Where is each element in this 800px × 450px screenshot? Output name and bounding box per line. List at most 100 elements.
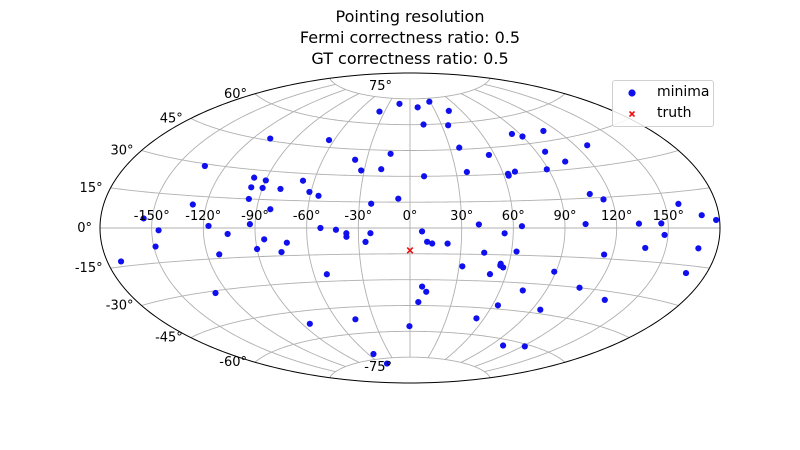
parallel-line xyxy=(190,305,630,339)
minima-point xyxy=(473,315,480,322)
minima-point xyxy=(387,150,394,157)
minima-point xyxy=(267,135,274,142)
minima-point xyxy=(658,220,665,227)
minima-point xyxy=(429,240,436,247)
graticule xyxy=(100,78,720,378)
chart-title-line-2: Fermi correctness ratio: 0.5 xyxy=(299,28,521,47)
minima-point xyxy=(695,245,702,252)
minima-point xyxy=(508,130,516,138)
minima-point xyxy=(315,192,322,199)
minima-point xyxy=(117,258,125,265)
minima-point xyxy=(635,220,643,227)
y-tick-label: -45° xyxy=(155,331,183,346)
minima-point xyxy=(600,196,607,203)
minima-point xyxy=(362,238,369,245)
minima-point xyxy=(456,144,463,151)
tick-labels: -150° -120° -90° -60° -30° 0° 30° 60° 90° 120° 150… xyxy=(75,79,684,375)
x-tick-label: -150° xyxy=(134,209,170,224)
minima-point xyxy=(415,298,422,306)
minima-point xyxy=(562,158,569,165)
y-tick-label: -15° xyxy=(75,261,103,276)
minima-point xyxy=(248,184,255,191)
minima-point xyxy=(201,162,208,170)
legend-item-minima: minima xyxy=(613,83,713,103)
map-boundary xyxy=(99,72,721,384)
legend-truth-marker xyxy=(628,110,636,118)
minima-point xyxy=(661,231,668,239)
minima-point xyxy=(358,167,365,174)
minima-point xyxy=(224,230,231,238)
legend-item-truth: truth xyxy=(613,104,713,124)
minima-point xyxy=(414,104,421,111)
parallel-line xyxy=(141,150,679,177)
parallel-line xyxy=(329,78,491,100)
minima-point xyxy=(424,238,431,245)
minima-point xyxy=(420,121,427,128)
minima-point xyxy=(376,108,383,115)
minima-point xyxy=(283,239,290,246)
legend-label-minima: minima xyxy=(657,84,710,100)
minima-point xyxy=(212,289,219,297)
minima-point xyxy=(445,107,452,114)
minima-point xyxy=(501,230,508,237)
minima-point xyxy=(352,316,359,323)
y-tick-label: 15° xyxy=(80,181,103,196)
map-frame xyxy=(99,72,721,384)
minima-point xyxy=(582,220,589,228)
parallel-line xyxy=(329,356,491,378)
minima-point xyxy=(698,212,705,219)
minima-point xyxy=(511,168,519,175)
minima-point xyxy=(463,168,470,176)
minima-point xyxy=(642,244,649,252)
minima-point xyxy=(262,177,269,184)
minima-point xyxy=(325,137,333,144)
minima-point xyxy=(542,148,549,155)
minima-point xyxy=(426,98,433,105)
minima-point xyxy=(419,283,426,290)
minima-point xyxy=(551,268,558,275)
y-tick-label: 0° xyxy=(77,221,92,236)
minima-point xyxy=(383,360,391,367)
minima-point xyxy=(420,173,428,180)
y-tick-label: 45° xyxy=(160,111,183,126)
minima-point xyxy=(332,226,340,233)
minima-point xyxy=(299,177,307,184)
minima-point xyxy=(368,200,375,207)
x-tick-label: 120° xyxy=(601,209,632,224)
minima-point xyxy=(306,320,313,327)
minima-point xyxy=(584,142,591,149)
minima-point xyxy=(370,350,377,358)
minima-point xyxy=(317,224,324,232)
minima-point xyxy=(245,195,252,203)
parallel-line xyxy=(141,279,679,306)
minima-point xyxy=(485,151,493,159)
minima-point xyxy=(418,228,426,235)
y-tick-label: -75° xyxy=(364,360,392,375)
x-tick-label: -120° xyxy=(185,209,221,224)
minima-point xyxy=(537,306,544,313)
y-tick-label: 75° xyxy=(369,79,392,94)
x-tick-label: -90° xyxy=(241,209,269,224)
chart-title-line-1: Pointing resolution xyxy=(335,7,485,26)
legend-minima-marker xyxy=(628,89,636,97)
minima-point xyxy=(601,296,608,304)
minima-point xyxy=(259,184,266,192)
parallel-line xyxy=(110,187,710,203)
parallel-line xyxy=(190,117,630,151)
minima-point xyxy=(395,195,402,202)
legend-label-truth: truth xyxy=(657,105,692,121)
y-tick-label: -30° xyxy=(106,299,134,314)
minima-point xyxy=(140,215,147,222)
minima-point xyxy=(481,249,488,256)
minima-point xyxy=(601,251,608,258)
minima-point xyxy=(352,156,359,163)
x-tick-label: 90° xyxy=(553,209,576,224)
minima-point xyxy=(543,166,550,173)
minima-point xyxy=(152,243,159,250)
x-tick-label: 0° xyxy=(403,209,418,224)
minima-point xyxy=(576,284,583,291)
y-tick-label: -60° xyxy=(219,355,247,370)
minima-point xyxy=(251,174,258,181)
minima-point xyxy=(406,323,413,330)
